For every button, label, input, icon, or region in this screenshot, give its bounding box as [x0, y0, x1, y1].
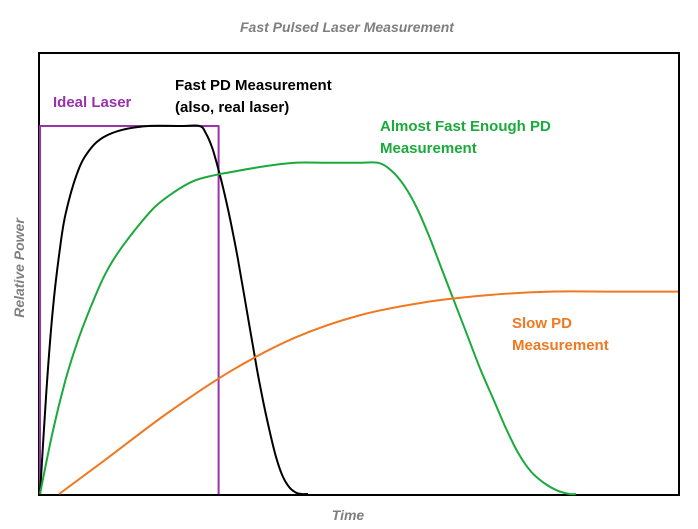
series-layer	[39, 124, 678, 496]
series-line-slow	[58, 290, 678, 495]
series-line-ideal	[39, 125, 220, 494]
series-line-fast	[39, 124, 309, 496]
series-label-ideal-line-1: Ideal Laser	[53, 94, 132, 111]
series-label-fast-line-1: Fast PD Measurement	[175, 77, 332, 94]
x-axis-label: Time	[332, 507, 365, 523]
series-label-layer: Ideal Laser Fast PD Measurement (also, rea…	[53, 77, 609, 354]
series-line-almost	[39, 161, 576, 496]
y-axis-label: Relative Power	[11, 217, 27, 318]
series-label-slow-line-2: Measurement	[512, 337, 609, 354]
plot-area-frame	[38, 52, 680, 496]
series-label-almost-line-1: Almost Fast Enough PD	[380, 118, 551, 135]
chart-title: Fast Pulsed Laser Measurement	[240, 19, 455, 35]
series-label-slow-line-1: Slow PD	[512, 315, 572, 332]
series-label-fast-line-2: (also, real laser)	[175, 99, 289, 116]
series-label-almost-line-2: Measurement	[380, 140, 477, 157]
